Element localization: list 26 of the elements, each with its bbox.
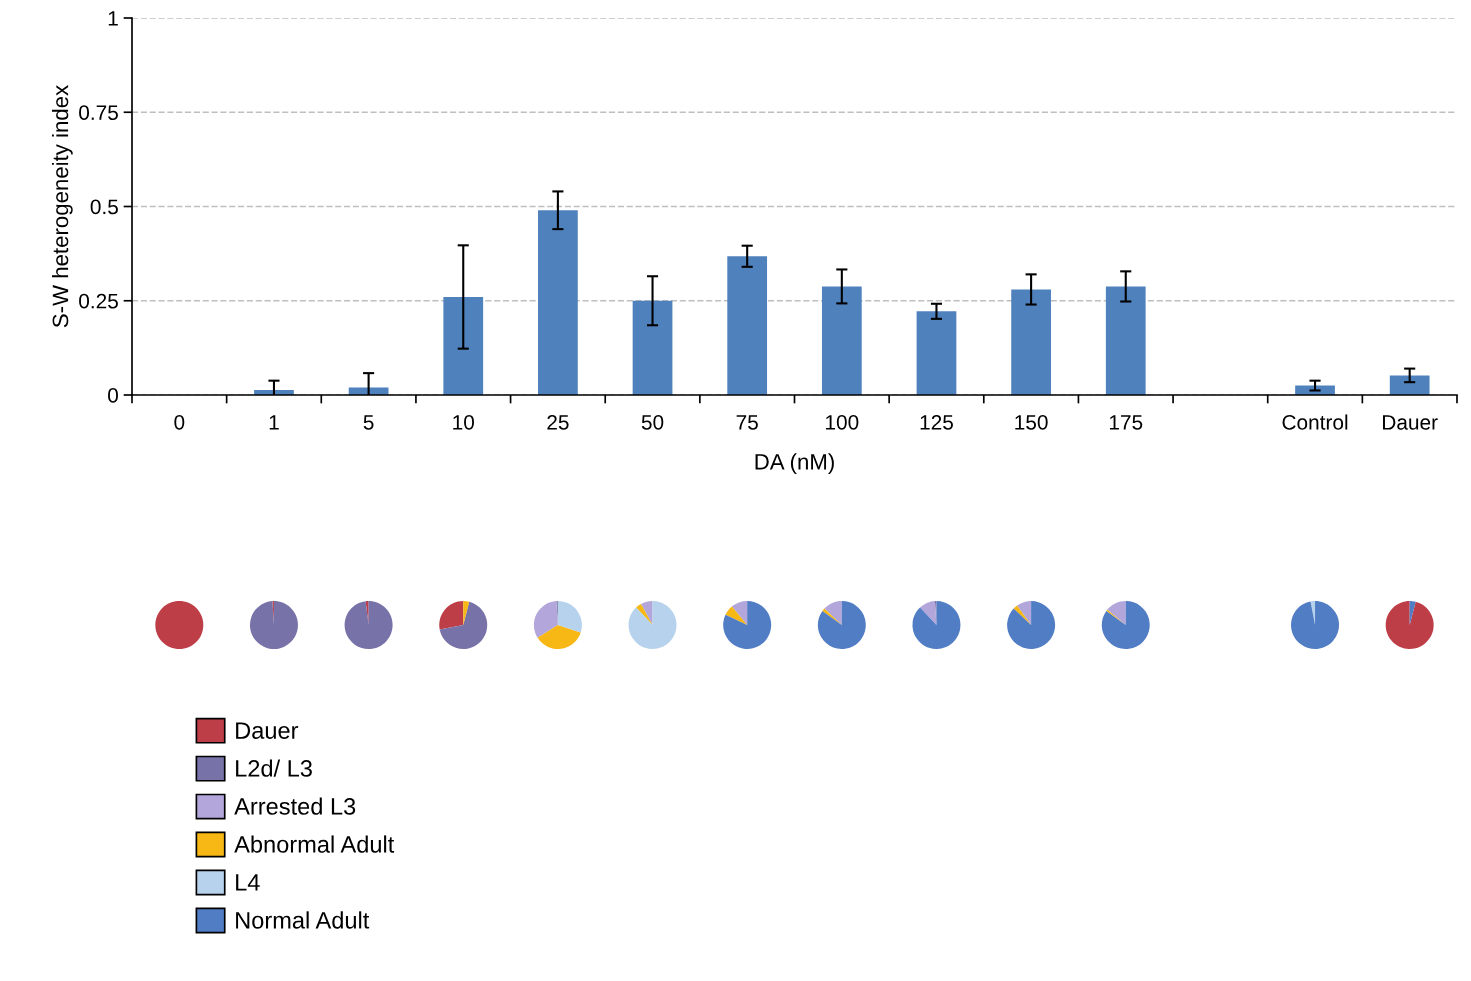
x-tick-label: 150 [1015, 414, 1048, 430]
x-tick-label: 175 [1109, 415, 1143, 430]
x-tick-label: 5 [363, 415, 374, 430]
legend-label: Abnormal Adult [234, 835, 395, 853]
y-tick-label: 1 [108, 11, 118, 26]
legend-label: L2d/ L3 [236, 759, 312, 777]
legend-label: Arrested L3 [234, 797, 356, 815]
x-tick-label: 25 [547, 414, 569, 430]
legend-label: Dauer [236, 722, 299, 739]
x-tick-label: Control [1282, 414, 1348, 430]
x-tick-label: 10 [453, 414, 475, 430]
x-tick-label: 75 [736, 415, 758, 430]
y-tick-label: 0.75 [79, 105, 118, 120]
x-axis-title: DA (nM) [755, 453, 834, 475]
legend-label: Normal Adult [236, 911, 370, 929]
x-tick-label: 125 [920, 414, 953, 430]
x-tick-label: 50 [641, 414, 664, 430]
legend-label: L4 [236, 874, 260, 891]
y-axis-title: S-W heterogeneity index [51, 85, 73, 328]
y-tick-label: 0.25 [79, 293, 118, 309]
y-tick-label: 0 [108, 388, 118, 403]
x-tick-label: 1 [269, 415, 279, 430]
x-tick-label: 100 [826, 414, 859, 430]
x-tick-label: Dauer [1383, 415, 1438, 430]
x-tick-label: 0 [174, 414, 185, 430]
y-tick-label: 0.5 [90, 199, 118, 215]
